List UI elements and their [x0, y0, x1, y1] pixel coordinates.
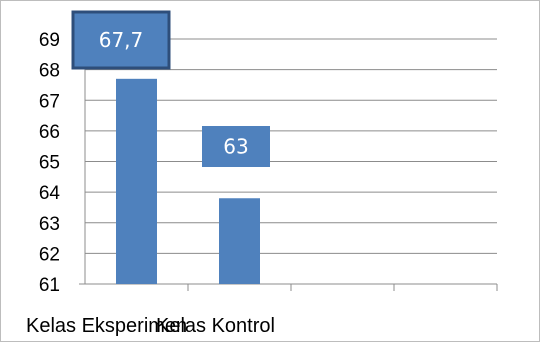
data-label-box [71, 10, 171, 70]
y-tick-label: 62 [39, 244, 60, 265]
bar-1 [116, 78, 157, 284]
data-label-text: 67,7 [99, 28, 144, 52]
y-tick-label: 65 [39, 153, 60, 174]
data-label-2: 63 [202, 126, 270, 167]
y-tick-label: 68 [39, 61, 60, 82]
y-tick-label: 64 [39, 183, 61, 204]
bars [116, 78, 260, 284]
x-category-label: Kelas Kontrol [156, 315, 275, 337]
bar-2 [219, 198, 260, 284]
y-tick-label: 63 [39, 214, 60, 235]
y-tick-label: 69 [39, 30, 60, 51]
data-labels: 67,7 63 [71, 10, 270, 167]
y-tick-label: 67 [39, 91, 60, 112]
data-label-1: 67,7 [71, 10, 171, 70]
y-tick-labels: 61 62 63 64 65 66 67 68 69 [39, 30, 61, 296]
data-label-box [202, 126, 270, 167]
x-category-label: Kelas Eksperimen [26, 315, 187, 337]
data-label-text: 63 [223, 135, 248, 159]
y-tick-label: 66 [39, 122, 60, 143]
y-tick-label: 61 [39, 275, 60, 296]
